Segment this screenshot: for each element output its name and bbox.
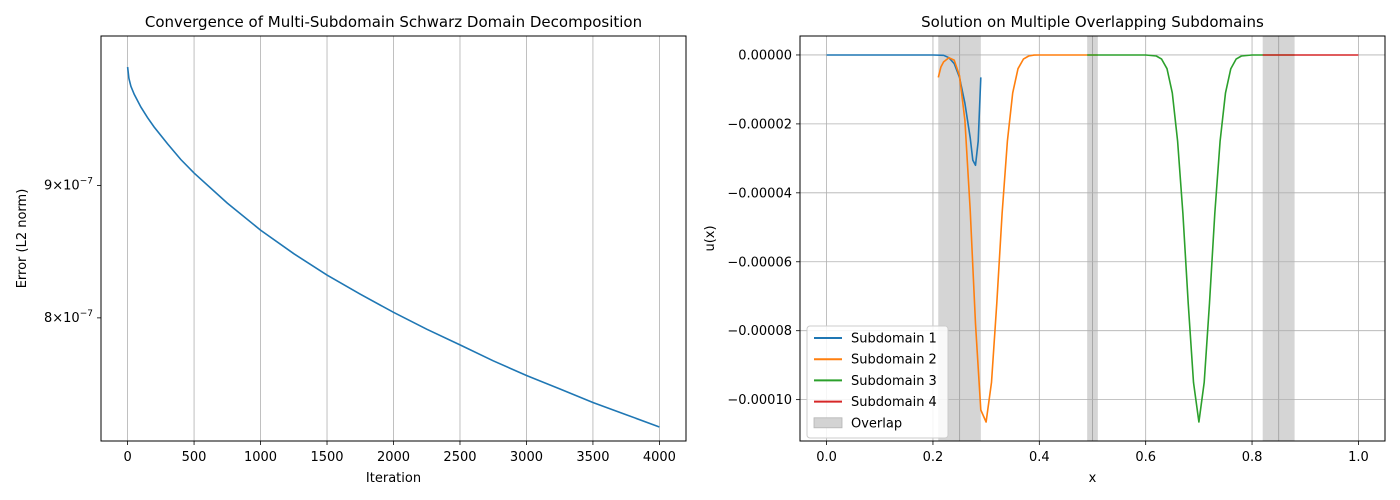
c1-legend-label: Subdomain 1 <box>851 332 937 347</box>
c1-y-ticks: 0.00000 −0.00002 −0.00004 −0.00006 −0.00008 −… <box>727 48 800 408</box>
c1-legend: Subdomain 1 Subdomain 2 Subdomain 3 Subdoma… <box>806 325 949 439</box>
c0-plot-area <box>126 66 660 428</box>
c1-x-tick-label: 1.0 <box>1348 450 1369 465</box>
c1-x-tick-label: 0.6 <box>1135 450 1156 465</box>
c0-series-line <box>126 66 660 428</box>
c0-x-tick-label: 2000 <box>377 450 410 465</box>
c1-y-tick-label: −0.00006 <box>727 255 792 270</box>
c1-y-tick-label: −0.00002 <box>727 117 792 132</box>
c1-chart-title: Solution on Multiple Overlapping Subdoma… <box>921 13 1264 31</box>
c0-x-tick-label: 4000 <box>643 450 676 465</box>
c0-y-axis-label: Error (L2 norm) <box>15 189 30 289</box>
c1-y-tick-label: −0.00010 <box>727 393 792 408</box>
c0-x-ticks: 0 500 1000 1500 2000 2500 3000 3500 4000 <box>123 441 676 465</box>
c1-y-axis-label: u(x) <box>703 225 718 251</box>
c1-x-tick-label: 0.8 <box>1242 450 1263 465</box>
c0-y-tick-exponent: −7 <box>80 309 93 319</box>
c0-x-tick-label: 3500 <box>576 450 609 465</box>
c0-y-tick-label: 8×10−7 <box>44 309 93 326</box>
c1-legend-label: Overlap <box>851 416 902 431</box>
c1-x-tick-label: 0.4 <box>1029 450 1050 465</box>
c0-y-tick-label: 9×10−7 <box>44 176 93 193</box>
c0-y-tick-base: 9×10 <box>44 178 80 193</box>
c1-legend-label: Subdomain 3 <box>851 374 937 389</box>
c0-grid <box>127 36 660 441</box>
c1-legend-label: Subdomain 4 <box>851 395 937 410</box>
c1-plot-area <box>826 54 1359 423</box>
c0-y-tick-exponent: −7 <box>80 176 93 186</box>
c0-x-tick-label: 1000 <box>244 450 277 465</box>
c1-series-subdomain-2 <box>937 54 1098 423</box>
solution-chart: 0.0 0.2 0.4 0.6 0.8 1.0 0.00000 −0.00002 −0.000… <box>703 13 1386 486</box>
c1-series-subdomain-3 <box>1087 54 1295 423</box>
c1-legend-label: Subdomain 2 <box>851 353 937 368</box>
c0-x-tick-label: 500 <box>182 450 207 465</box>
c1-legend-box <box>806 325 949 439</box>
c0-x-axis-label: Iteration <box>366 471 421 486</box>
c1-y-tick-label: 0.00000 <box>738 48 792 63</box>
c0-x-tick-label: 0 <box>123 450 131 465</box>
convergence-chart: 0 500 1000 1500 2000 2500 3000 3500 4000 9×10−78… <box>15 13 687 486</box>
c0-x-tick-label: 2500 <box>443 450 476 465</box>
c1-x-ticks: 0.0 0.2 0.4 0.6 0.8 1.0 <box>816 441 1369 465</box>
c1-x-tick-label: 0.0 <box>816 450 837 465</box>
c0-y-ticks: 9×10−78×10−7 <box>44 176 101 326</box>
c0-x-tick-label: 3000 <box>510 450 543 465</box>
c0-x-tick-label: 1500 <box>310 450 343 465</box>
c1-axes-frame <box>799 35 1386 442</box>
c1-legend-swatch <box>813 417 843 429</box>
c1-y-tick-label: −0.00008 <box>727 324 792 339</box>
c0-chart-title: Convergence of Multi-Subdomain Schwarz D… <box>145 13 642 31</box>
c1-x-tick-label: 0.2 <box>923 450 944 465</box>
c1-y-tick-label: −0.00004 <box>727 186 792 201</box>
c1-x-axis-label: x <box>1089 471 1097 486</box>
c0-y-tick-base: 8×10 <box>44 311 80 326</box>
